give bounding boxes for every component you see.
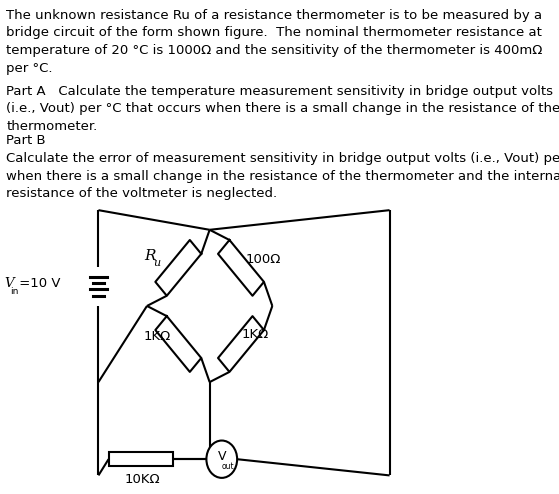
Text: thermometer.: thermometer. — [6, 120, 97, 133]
Text: =10 V: =10 V — [15, 277, 60, 290]
Text: out: out — [222, 461, 235, 471]
Text: 100Ω: 100Ω — [246, 252, 281, 266]
Circle shape — [206, 441, 237, 478]
Text: 10KΩ: 10KΩ — [125, 473, 160, 486]
Text: Part A   Calculate the temperature measurement sensitivity in bridge output volt: Part A Calculate the temperature measure… — [6, 85, 553, 98]
Text: The unknown resistance Ru of a resistance thermometer is to be measured by a: The unknown resistance Ru of a resistanc… — [6, 9, 542, 22]
Text: 1KΩ: 1KΩ — [242, 328, 269, 341]
Text: resistance of the voltmeter is neglected.: resistance of the voltmeter is neglected… — [6, 187, 277, 201]
Text: in: in — [10, 287, 18, 296]
Text: V: V — [4, 277, 14, 290]
Text: Part B: Part B — [6, 134, 46, 147]
Text: temperature of 20 °C is 1000Ω and the sensitivity of the thermometer is 400mΩ: temperature of 20 °C is 1000Ω and the se… — [6, 44, 543, 57]
Text: V: V — [217, 450, 226, 463]
Text: per °C.: per °C. — [6, 62, 53, 75]
Text: u: u — [153, 258, 160, 268]
Text: bridge circuit of the form shown figure.  The nominal thermometer resistance at: bridge circuit of the form shown figure.… — [6, 27, 542, 40]
Text: R: R — [144, 248, 155, 263]
Text: 1KΩ: 1KΩ — [144, 330, 171, 343]
Text: (i.e., Vout) per °C that occurs when there is a small change in the resistance o: (i.e., Vout) per °C that occurs when the… — [6, 102, 559, 116]
Text: when there is a small change in the resistance of the thermometer and the intern: when there is a small change in the resi… — [6, 169, 559, 183]
Text: Calculate the error of measurement sensitivity in bridge output volts (i.e., Vou: Calculate the error of measurement sensi… — [6, 152, 559, 165]
Bar — [108, 453, 173, 466]
